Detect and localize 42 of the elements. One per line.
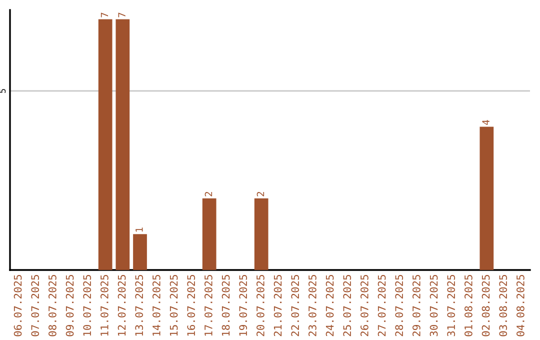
x-tick-label: 03.08.2025 bbox=[499, 275, 508, 336]
x-tick-label: 29.07.2025 bbox=[412, 275, 420, 336]
x-tick-label: 02.08.2025 bbox=[482, 275, 490, 336]
x-tick-label: 24.07.2025 bbox=[326, 275, 334, 336]
x-tick-label: 10.07.2025 bbox=[83, 275, 92, 336]
bar bbox=[133, 234, 147, 270]
bar bbox=[98, 19, 112, 270]
x-tick-label: 31.07.2025 bbox=[447, 275, 456, 336]
x-tick-label: 13.07.2025 bbox=[135, 275, 144, 336]
x-tick-label: 23.07.2025 bbox=[308, 275, 316, 336]
bar bbox=[480, 126, 494, 270]
x-tick-label: 30.07.2025 bbox=[430, 275, 438, 336]
x-tick-label: 12.07.2025 bbox=[118, 275, 126, 336]
x-tick-label: 09.07.2025 bbox=[66, 275, 74, 336]
bar bbox=[202, 198, 216, 270]
x-tick-label: 19.07.2025 bbox=[239, 275, 248, 336]
x-tick-label: 06.07.2025 bbox=[14, 275, 22, 336]
x-tick-label: 18.07.2025 bbox=[222, 275, 230, 336]
bar bbox=[116, 19, 130, 270]
x-tick-label: 04.08.2025 bbox=[516, 275, 524, 336]
data-label: 2 bbox=[204, 192, 212, 196]
x-tick-label: 17.07.2025 bbox=[204, 275, 212, 336]
x-tick-label: 07.07.2025 bbox=[31, 275, 40, 336]
data-label: 4 bbox=[482, 120, 490, 125]
x-tick-label: 08.07.2025 bbox=[48, 275, 56, 336]
x-tick-label: 28.07.2025 bbox=[395, 275, 404, 336]
x-tick-label: 16.07.2025 bbox=[187, 275, 196, 336]
x-tick-label: 11.07.2025 bbox=[100, 275, 108, 336]
x-tick-label: 26.07.2025 bbox=[360, 275, 368, 336]
x-tick-label: 14.07.2025 bbox=[152, 275, 160, 336]
data-label: 1 bbox=[136, 228, 143, 232]
x-tick-label: 25.07.2025 bbox=[343, 275, 352, 336]
data-label: 7 bbox=[100, 12, 108, 18]
x-tick-label: 01.08.2025 bbox=[464, 275, 472, 336]
data-label: 2 bbox=[256, 192, 264, 196]
data-label: 7 bbox=[118, 12, 126, 18]
x-tick-label: 27.07.2025 bbox=[378, 275, 386, 336]
x-tick-label: 15.07.2025 bbox=[170, 275, 178, 336]
bar bbox=[254, 198, 268, 270]
x-tick-label: 21.07.2025 bbox=[274, 275, 282, 336]
x-tick-label: 20.07.2025 bbox=[256, 275, 264, 336]
x-tick-label: 22.07.2025 bbox=[291, 275, 300, 336]
